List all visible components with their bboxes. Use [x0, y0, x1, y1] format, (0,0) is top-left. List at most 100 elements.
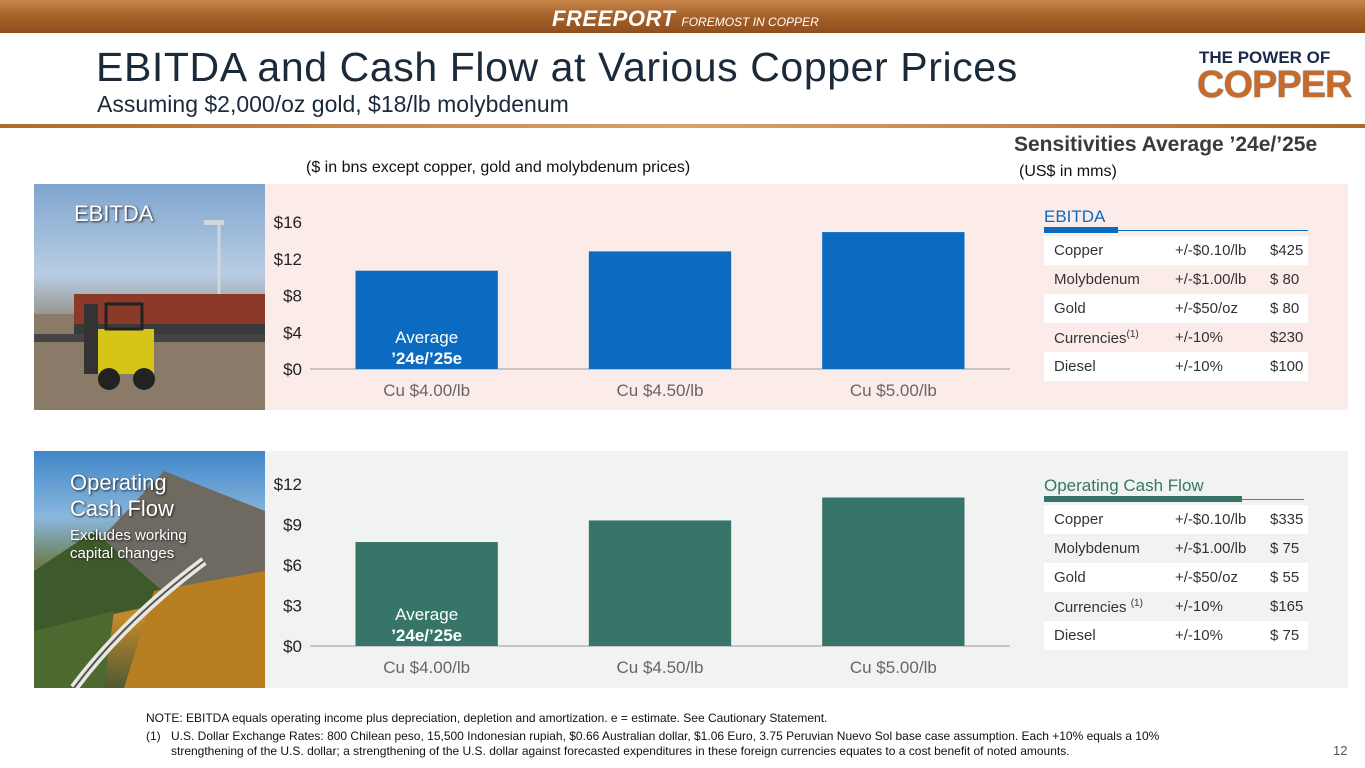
footnote-marker: (1): [1126, 329, 1139, 340]
sensitivities-units: (US$ in mms): [1019, 163, 1117, 180]
ocf-photo-label-line1: Operating: [70, 470, 167, 495]
sensitivity-impact: $ 75: [1270, 627, 1300, 644]
x-tick-label: Cu $4.50/lb: [617, 381, 704, 400]
sensitivity-item: Currencies(1): [1054, 329, 1139, 347]
x-tick-label: Cu $4.00/lb: [383, 381, 470, 400]
sensitivity-item: Gold: [1054, 300, 1086, 317]
sensitivity-item: Copper: [1054, 511, 1104, 528]
y-tick-label: $4: [283, 323, 302, 342]
bar-annotation-line1: Average: [395, 605, 458, 624]
footnote-1: (1) U.S. Dollar Exchange Rates: 800 Chil…: [146, 729, 1226, 759]
y-tick-label: $6: [283, 556, 302, 575]
ebitda-panel: EBITDA $0 $4 $8 $12 $16 Cu $4.00/lb Cu $4.50/l…: [34, 184, 1348, 410]
ebitda-sensitivity-table: EBITDA Copper +/-$0.10/lb $425 Molybdenum +/…: [1044, 206, 1308, 381]
sensitivity-change: +/-$50/oz: [1175, 569, 1238, 586]
bar-1: [355, 542, 498, 646]
ebitda-row-copper: Copper +/-$0.10/lb $425: [1044, 236, 1308, 265]
y-tick-label: $0: [283, 360, 302, 379]
ocf-sensitivity-table: Operating Cash Flow Copper +/-$0.10/lb $33…: [1044, 475, 1308, 650]
ebitda-row-molybdenum: Molybdenum +/-$1.00/lb $ 80: [1044, 265, 1308, 294]
page-title: EBITDA and Cash Flow at Various Copper P…: [96, 44, 1018, 90]
bar-2: [588, 520, 732, 646]
ebitda-photo-label: EBITDA: [74, 201, 154, 226]
ebitda-row-gold: Gold +/-$50/oz $ 80: [1044, 294, 1308, 323]
y-tick-label: $8: [283, 287, 302, 306]
ebitda-row-diesel: Diesel +/-10% $100: [1044, 352, 1308, 381]
sensitivity-change: +/-$1.00/lb: [1175, 540, 1247, 557]
logo-main-text: COPPER: [1197, 64, 1352, 106]
sensitivity-impact: $ 75: [1270, 540, 1300, 557]
bar-3: [822, 232, 965, 369]
x-tick-label: Cu $4.00/lb: [383, 658, 470, 677]
ebitda-sensitivity-rows: Copper +/-$0.10/lb $425 Molybdenum +/-$1.00/…: [1044, 236, 1308, 381]
page-subtitle: Assuming $2,000/oz gold, $18/lb molybden…: [97, 91, 569, 117]
sensitivity-impact: $335: [1270, 511, 1304, 528]
bar-annotation-line2: ’24e/’25e: [391, 349, 462, 368]
ocf-row-diesel: Diesel +/-10% $ 75: [1044, 621, 1308, 650]
ocf-photo-sub-line2: capital changes: [70, 545, 175, 562]
units-note: ($ in bns except copper, gold and molybd…: [306, 159, 691, 176]
ebitda-bar-chart: $0 $4 $8 $12 $16 Cu $4.00/lb Cu $4.50/lb Cu $5.…: [274, 213, 1010, 400]
sensitivity-change: +/-10%: [1175, 358, 1223, 375]
bar-1: [355, 270, 498, 369]
ocf-chart: $0 $3 $6 $9 $12 Cu $4.00/lb Cu $4.50/lb Cu $5.0…: [265, 451, 1015, 688]
ocf-photo-sub-line1: Excludes working: [70, 527, 187, 544]
y-tick-label: $3: [283, 597, 302, 616]
ocf-row-copper: Copper +/-$0.10/lb $335: [1044, 505, 1308, 534]
sensitivity-change: +/-10%: [1175, 627, 1223, 644]
sensitivity-impact: $ 80: [1270, 300, 1300, 317]
footnote-marker: (1): [1130, 598, 1143, 609]
sensitivity-impact: $ 80: [1270, 271, 1300, 288]
sensitivities-title: Sensitivities Average ’24e/’25e: [1014, 133, 1318, 156]
sensitivity-change: +/-10%: [1175, 598, 1223, 615]
bar-2: [588, 251, 732, 369]
sensitivity-impact: $230: [1270, 329, 1304, 346]
ebitda-heading-rule: [1044, 230, 1308, 231]
sensitivity-change: +/-$0.10/lb: [1175, 511, 1247, 528]
ocf-sensitivity-heading: Operating Cash Flow: [1044, 476, 1204, 495]
conveyor-mountain-image: [34, 471, 265, 688]
power-of-copper-logo: THE POWER OF COPPER: [1197, 48, 1353, 106]
sensitivity-impact: $425: [1270, 242, 1304, 259]
sensitivity-impact: $ 55: [1270, 569, 1300, 586]
footnote-note: NOTE: EBITDA equals operating income plu…: [146, 711, 828, 725]
x-tick-label: Cu $4.50/lb: [617, 658, 704, 677]
brand-tagline: FOREMOST IN COPPER: [681, 15, 819, 29]
footnote-1-number: (1): [146, 729, 161, 743]
ocf-panel: Operating Cash Flow Excludes working cap…: [34, 451, 1348, 688]
brand-name: FREEPORT: [552, 6, 676, 31]
ebitda-photo: EBITDA: [34, 184, 265, 410]
forklift-railcar-image: [34, 220, 265, 410]
sensitivity-change: +/-10%: [1175, 329, 1223, 346]
footnotes: NOTE: EBITDA equals operating income plu…: [146, 711, 1226, 759]
ocf-photo: Operating Cash Flow Excludes working cap…: [34, 451, 265, 688]
sensitivity-change: +/-$50/oz: [1175, 300, 1238, 317]
ocf-bar-chart: $0 $3 $6 $9 $12 Cu $4.00/lb Cu $4.50/lb Cu $5.0…: [274, 475, 1010, 677]
sensitivity-item: Copper: [1054, 242, 1104, 259]
bar-3: [822, 497, 965, 646]
sensitivity-item: Gold: [1054, 569, 1086, 586]
ebitda-row-currencies: Currencies(1) +/-10% $230: [1044, 323, 1308, 352]
y-tick-label: $0: [283, 637, 302, 656]
sensitivity-item: Molybdenum: [1054, 271, 1140, 288]
bar-annotation-line1: Average: [395, 328, 458, 347]
y-tick-label: $12: [274, 475, 302, 494]
sensitivity-item: Currencies (1): [1054, 598, 1143, 616]
footnote-1-text: U.S. Dollar Exchange Rates: 800 Chilean …: [171, 729, 1160, 758]
ocf-row-molybdenum: Molybdenum +/-$1.00/lb $ 75: [1044, 534, 1308, 563]
sensitivity-item: Diesel: [1054, 627, 1096, 644]
title-divider: [0, 124, 1365, 128]
page-number: 12: [1333, 743, 1348, 758]
sensitivity-impact: $100: [1270, 358, 1304, 375]
y-tick-label: $12: [274, 250, 302, 269]
sensitivity-impact: $165: [1270, 598, 1304, 615]
ocf-heading-accent: [1044, 496, 1242, 502]
ocf-photo-label-line2: Cash Flow: [70, 496, 174, 521]
ocf-sensitivity-rows: Copper +/-$0.10/lb $335 Molybdenum +/-$1.00/…: [1044, 505, 1308, 650]
x-tick-label: Cu $5.00/lb: [850, 658, 937, 677]
ebitda-heading-accent: [1044, 227, 1118, 233]
ocf-row-currencies: Currencies (1) +/-10% $165: [1044, 592, 1308, 621]
brand-logo: FREEPORT FOREMOST IN COPPER: [552, 6, 819, 31]
ebitda-sensitivity-heading: EBITDA: [1044, 207, 1106, 226]
y-tick-label: $9: [283, 516, 302, 535]
